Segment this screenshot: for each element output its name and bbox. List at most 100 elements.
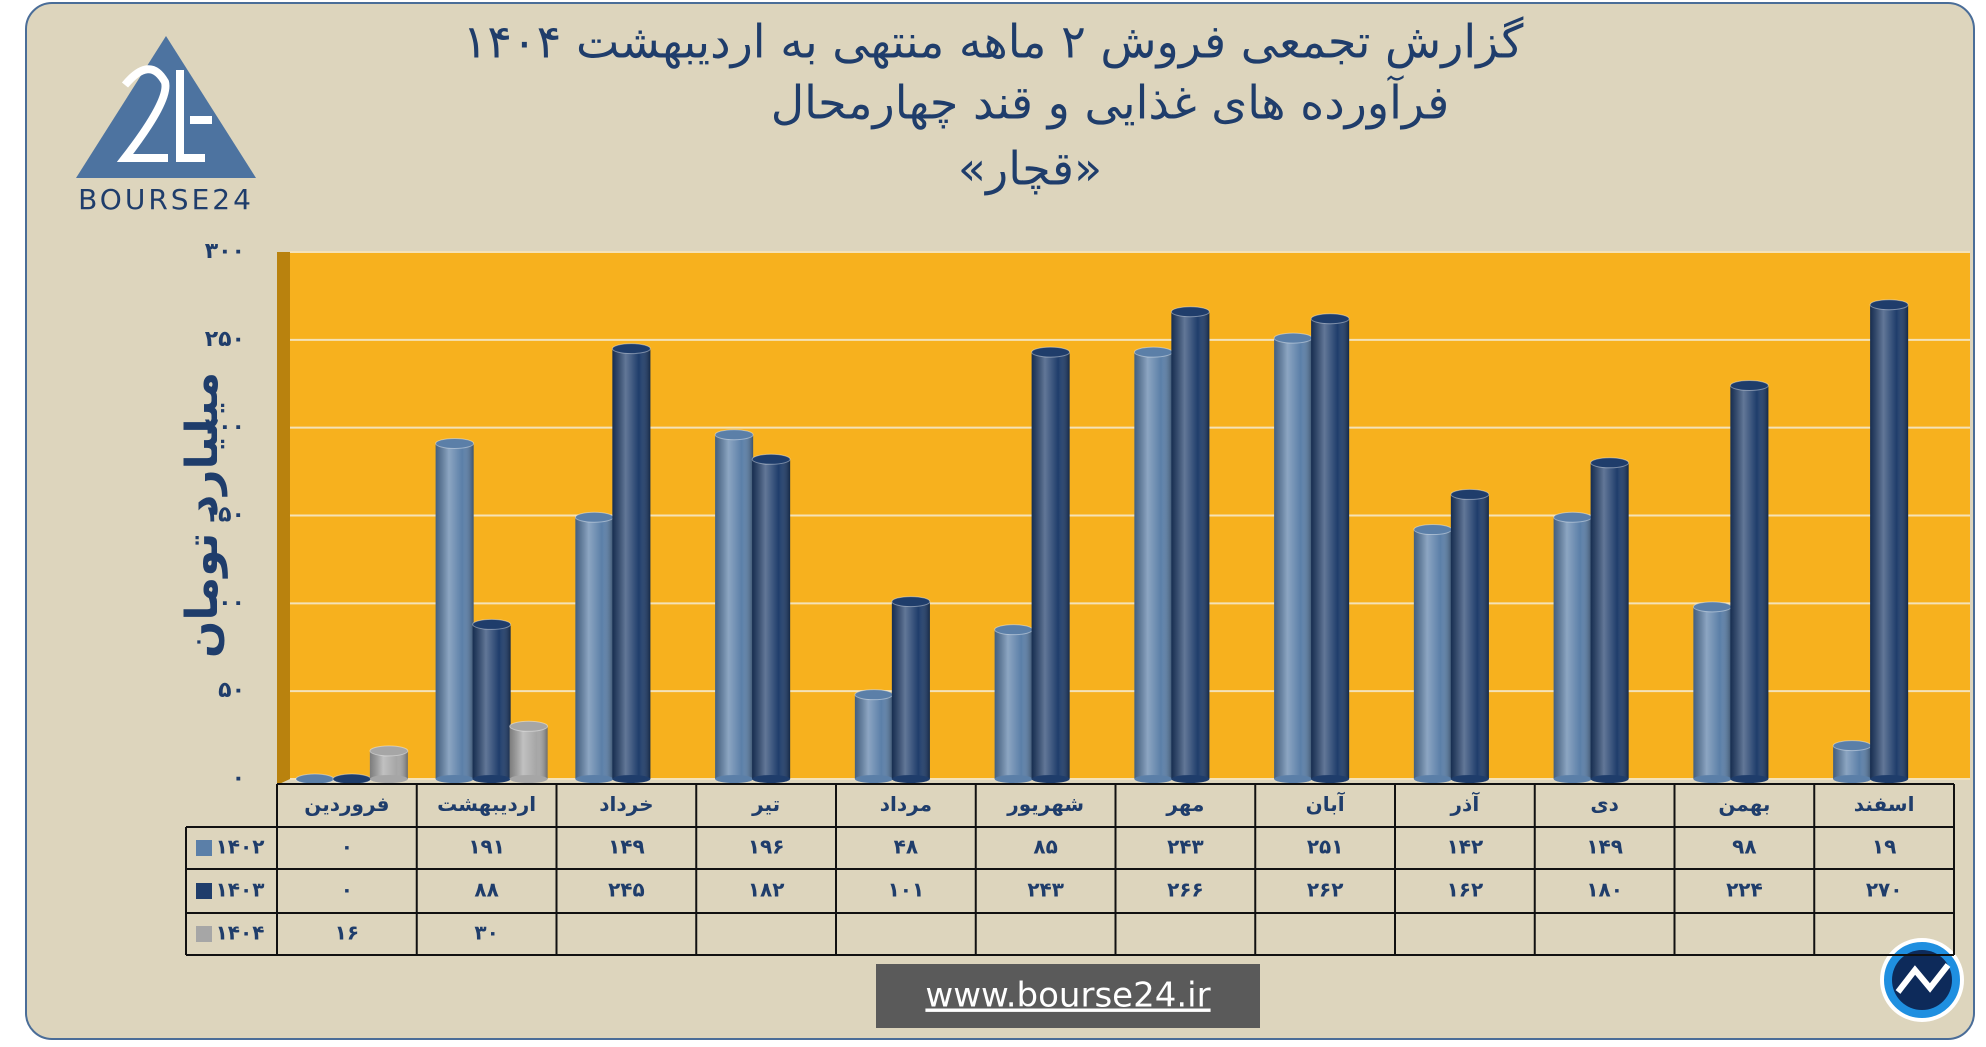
- bar-shade: [1730, 385, 1769, 779]
- bar-base: [891, 775, 930, 783]
- plot-side-wall: [277, 252, 290, 785]
- value-label: ۱۹۱: [468, 835, 505, 859]
- x-tick-label: شهریور: [1006, 792, 1084, 816]
- value-label: ۲۵۱: [1307, 835, 1344, 859]
- bar-cap: [1729, 380, 1769, 392]
- bar-shade: [1833, 745, 1872, 779]
- bar-shade: [1450, 494, 1489, 779]
- bar-cap: [435, 437, 475, 449]
- value-label: ۸۵: [1033, 835, 1057, 859]
- bar-base: [509, 775, 548, 783]
- bar-shade: [752, 459, 791, 779]
- bar-shade: [1134, 352, 1173, 779]
- bar-cap: [1692, 601, 1732, 613]
- value-label: ۱۹۶: [748, 835, 785, 859]
- logo-triangle: [76, 36, 256, 178]
- value-label: ۲۴۳: [1027, 878, 1064, 902]
- bar-cap: [509, 720, 549, 732]
- chart-subtitle: فرآورده های غذایی و قند چهارمحال: [771, 76, 1450, 131]
- bar-base: [435, 775, 474, 783]
- bar-base: [1274, 775, 1313, 783]
- bar-shade: [891, 601, 930, 779]
- bar-shade: [1590, 462, 1629, 779]
- value-label: ۱۴۹: [1586, 835, 1623, 859]
- bar-shade: [1171, 311, 1210, 779]
- bar-shade: [1413, 529, 1452, 779]
- value-label: ۱۸۲: [748, 878, 785, 902]
- value-label: ۱۶۲: [1447, 878, 1484, 902]
- x-tick-label: مرداد: [880, 792, 932, 816]
- bar-base: [575, 775, 614, 783]
- bar-cap: [1310, 313, 1350, 325]
- bar-cap: [1590, 457, 1630, 469]
- bar-cap: [1869, 299, 1909, 311]
- x-tick-label: آبان: [1306, 791, 1346, 816]
- value-label: ۰: [341, 878, 353, 902]
- bar-cap: [1553, 511, 1593, 523]
- bar-shade: [715, 434, 754, 779]
- bar-cap: [1832, 740, 1872, 752]
- bar-cap: [714, 429, 754, 441]
- y-tick-label: ۳۰۰: [205, 239, 245, 264]
- bar-shade: [472, 624, 511, 779]
- value-label: ۲۷۰: [1866, 878, 1903, 902]
- value-label: ۲۴۳: [1167, 835, 1204, 859]
- bar-cap: [332, 773, 372, 785]
- y-tick-label: ۱۵۰: [205, 503, 245, 528]
- y-tick-label: ۲۵۰: [205, 327, 245, 352]
- bar-base: [472, 775, 511, 783]
- value-label: ۱۸۰: [1586, 878, 1623, 902]
- bar-cap: [751, 453, 791, 465]
- bar-cap: [1413, 524, 1453, 536]
- bar-cap: [574, 511, 614, 523]
- bar-base: [752, 775, 791, 783]
- bar-shade: [1693, 606, 1732, 779]
- value-label: ۴۸: [894, 835, 918, 859]
- bar-base: [1553, 775, 1592, 783]
- legend-label: ۱۴۰۲: [216, 835, 265, 859]
- value-label: ۱۰۱: [888, 878, 925, 902]
- value-label: ۱۴۹: [608, 835, 645, 859]
- bar-base: [1870, 775, 1909, 783]
- bar-shade: [1274, 338, 1313, 779]
- bar-base: [1134, 775, 1173, 783]
- company-name: «قچار»: [958, 142, 1102, 196]
- bar-base: [1730, 775, 1769, 783]
- y-tick-label: ۵۰: [218, 678, 245, 703]
- bar-base: [1590, 775, 1629, 783]
- value-label: ۲۴۵: [608, 878, 645, 902]
- bar-shade: [994, 629, 1033, 779]
- value-label: ۱۶: [335, 921, 359, 945]
- bar-base: [1450, 775, 1489, 783]
- value-label: ۰: [341, 835, 353, 859]
- bar-shade: [1870, 304, 1909, 779]
- bar-cap: [1450, 488, 1490, 500]
- bar-base: [1171, 775, 1210, 783]
- website: www.bourse24.ir: [925, 976, 1210, 1016]
- bar-base: [612, 775, 651, 783]
- x-tick-label: آذر: [1450, 791, 1481, 816]
- bar-cap: [1133, 346, 1173, 358]
- icon-arrow: [1895, 963, 1951, 994]
- bar-cap: [369, 745, 409, 757]
- legend-swatch: [196, 926, 212, 942]
- bar-shade: [1311, 318, 1350, 779]
- bar-base: [1693, 775, 1732, 783]
- value-label: ۲۶۲: [1307, 878, 1344, 902]
- bar-base: [994, 775, 1033, 783]
- bar-shade: [1031, 352, 1070, 779]
- legend-swatch: [196, 840, 212, 856]
- legend-label: ۱۴۰۴: [216, 921, 265, 945]
- y-tick-label: ۲۰۰: [205, 415, 245, 440]
- bar-shade: [509, 726, 548, 779]
- bar-base: [1413, 775, 1452, 783]
- x-tick-label: بهمن: [1718, 792, 1770, 816]
- bar-cap: [1273, 332, 1313, 344]
- legend-swatch: [196, 883, 212, 899]
- bar-base: [1833, 775, 1872, 783]
- bar-cap: [295, 773, 335, 785]
- bar-cap: [611, 343, 651, 355]
- bar-base: [854, 775, 893, 783]
- legend-label: ۱۴۰۳: [216, 878, 265, 902]
